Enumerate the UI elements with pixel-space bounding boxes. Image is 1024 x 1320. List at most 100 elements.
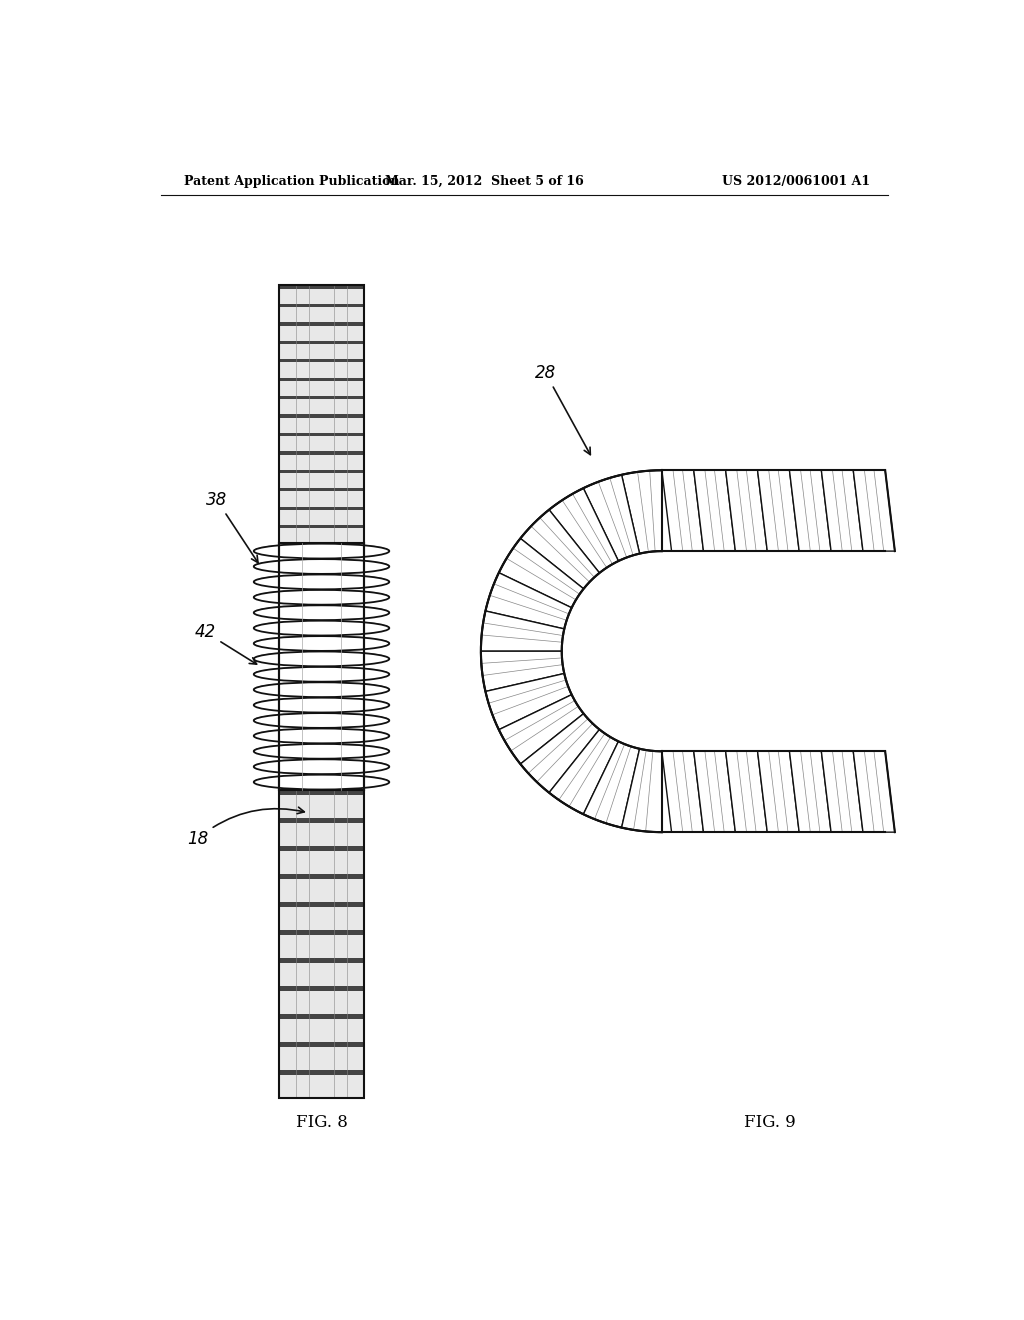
Ellipse shape	[254, 590, 389, 605]
Bar	[280, 454, 364, 470]
Bar	[280, 345, 364, 359]
Bar	[280, 958, 364, 962]
Bar	[280, 528, 364, 544]
Bar	[280, 322, 364, 326]
Bar	[280, 818, 364, 822]
Bar	[280, 986, 364, 991]
Polygon shape	[758, 470, 799, 552]
Polygon shape	[853, 470, 895, 552]
Polygon shape	[520, 714, 599, 793]
Text: 18: 18	[186, 807, 304, 847]
Bar	[280, 433, 364, 436]
Polygon shape	[499, 539, 584, 607]
Text: 38: 38	[206, 491, 258, 562]
Polygon shape	[726, 751, 767, 832]
Text: 28: 28	[535, 364, 590, 454]
Bar	[280, 359, 364, 363]
Text: Mar. 15, 2012  Sheet 5 of 16: Mar. 15, 2012 Sheet 5 of 16	[385, 176, 584, 187]
Bar	[280, 470, 364, 473]
Polygon shape	[622, 748, 662, 832]
Polygon shape	[499, 694, 584, 764]
Bar	[280, 308, 364, 322]
Ellipse shape	[254, 620, 389, 635]
Polygon shape	[694, 751, 735, 832]
Ellipse shape	[254, 759, 389, 774]
Ellipse shape	[254, 775, 389, 789]
Bar	[280, 1014, 364, 1019]
Circle shape	[562, 552, 762, 751]
Bar	[280, 488, 364, 491]
Bar	[280, 289, 364, 304]
Text: Patent Application Publication: Patent Application Publication	[184, 176, 400, 187]
Ellipse shape	[254, 667, 389, 681]
Polygon shape	[549, 730, 618, 814]
Bar	[280, 304, 364, 308]
Bar	[280, 436, 364, 451]
Text: 42: 42	[195, 623, 257, 664]
Ellipse shape	[254, 574, 389, 589]
Bar	[280, 846, 364, 851]
Bar	[280, 414, 364, 417]
Ellipse shape	[254, 636, 389, 651]
Text: US 2012/0061001 A1: US 2012/0061001 A1	[722, 176, 869, 187]
Polygon shape	[758, 751, 799, 832]
Ellipse shape	[254, 652, 389, 667]
Bar	[280, 417, 364, 433]
Ellipse shape	[254, 713, 389, 727]
Polygon shape	[662, 470, 703, 552]
Bar	[280, 1069, 364, 1074]
Bar	[280, 789, 364, 1098]
Ellipse shape	[254, 560, 389, 574]
Bar	[662, 552, 885, 751]
Polygon shape	[584, 475, 640, 561]
Bar	[280, 991, 364, 1014]
Polygon shape	[662, 751, 703, 832]
Text: FIG. 8: FIG. 8	[296, 1114, 347, 1131]
Bar	[280, 822, 364, 846]
Bar	[280, 1047, 364, 1069]
Bar	[280, 507, 364, 510]
Polygon shape	[726, 470, 767, 552]
Bar	[280, 510, 364, 525]
Polygon shape	[481, 611, 564, 651]
Polygon shape	[694, 470, 735, 552]
Bar	[280, 544, 364, 789]
Ellipse shape	[254, 544, 389, 558]
Ellipse shape	[254, 744, 389, 759]
Bar	[280, 1074, 364, 1098]
Bar	[280, 381, 364, 396]
Bar	[280, 285, 364, 289]
Bar	[280, 341, 364, 345]
Bar	[280, 491, 364, 507]
Polygon shape	[520, 510, 599, 589]
Bar	[280, 962, 364, 986]
Bar	[280, 451, 364, 454]
Bar	[280, 874, 364, 879]
Ellipse shape	[254, 729, 389, 743]
Text: FIG. 9: FIG. 9	[743, 1114, 796, 1131]
Bar	[280, 378, 364, 381]
Polygon shape	[821, 751, 863, 832]
Polygon shape	[821, 470, 863, 552]
Polygon shape	[485, 673, 571, 730]
Polygon shape	[853, 751, 895, 832]
Bar	[280, 285, 364, 544]
Polygon shape	[790, 751, 831, 832]
Bar	[280, 1041, 364, 1047]
Bar	[280, 929, 364, 935]
Bar	[280, 1019, 364, 1041]
Bar	[280, 902, 364, 907]
Bar	[280, 326, 364, 341]
Polygon shape	[481, 651, 564, 692]
Bar	[280, 400, 364, 414]
Bar	[280, 795, 364, 818]
Bar	[280, 789, 364, 1098]
Ellipse shape	[254, 698, 389, 713]
Bar	[280, 525, 364, 528]
Bar	[280, 851, 364, 874]
Bar	[280, 396, 364, 400]
Bar	[280, 473, 364, 488]
Bar	[280, 907, 364, 929]
Bar	[280, 285, 364, 544]
Bar	[280, 935, 364, 958]
